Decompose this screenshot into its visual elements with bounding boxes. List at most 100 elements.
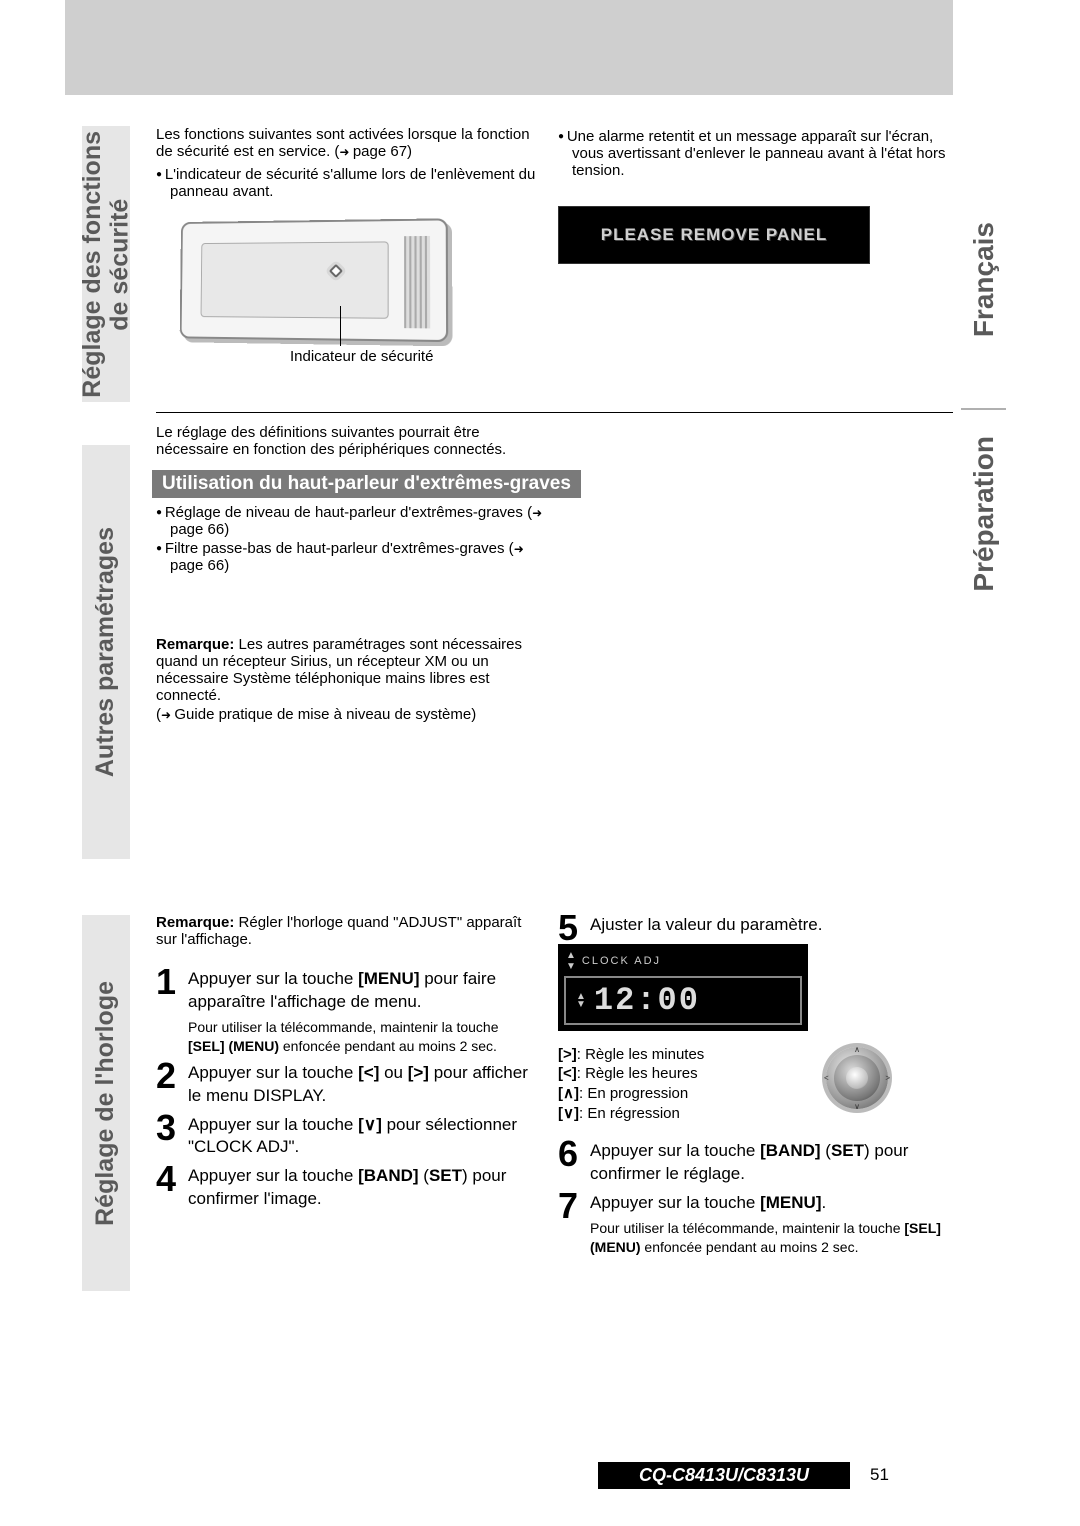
security-left-col: Les fonctions suivantes sont activées lo… bbox=[156, 126, 536, 200]
legend-up: [∧]: En progression bbox=[558, 1084, 953, 1102]
s7a: Appuyer sur la touche bbox=[590, 1193, 760, 1212]
k1b: : Règle les minutes bbox=[577, 1046, 705, 1063]
other-bullets: Réglage de niveau de haut-parleur d'extr… bbox=[156, 502, 551, 574]
step-6: 6 Appuyer sur la touche [BAND] (SET) pou… bbox=[558, 1140, 953, 1186]
s2b: [<] bbox=[358, 1063, 379, 1082]
step-1-sub: Pour utiliser la télécommande, maintenir… bbox=[188, 1018, 536, 1056]
arrow-icon: ➜ bbox=[161, 708, 174, 722]
step-7-body: Appuyer sur la touche [MENU]. Pour utili… bbox=[590, 1192, 953, 1257]
k3a: [∧] bbox=[558, 1085, 579, 1102]
step-7-sub: Pour utiliser la télécommande, maintenir… bbox=[590, 1219, 953, 1257]
other-b1-text: Réglage de niveau de haut-parleur d'extr… bbox=[165, 504, 532, 521]
other-note-ref-row: (➜ Guide pratique de mise à niveau de sy… bbox=[156, 706, 551, 723]
k1a: [>] bbox=[558, 1046, 577, 1063]
step-1: 1 Appuyer sur la touche [MENU] pour fair… bbox=[156, 968, 536, 1056]
step-1-body: Appuyer sur la touche [MENU] pour faire … bbox=[188, 968, 536, 1056]
k4a: [∨] bbox=[558, 1105, 579, 1122]
arrow-icon: ➜ bbox=[339, 145, 352, 159]
arrow-icon: ➜ bbox=[514, 542, 524, 556]
lcd-clock-title: CLOCK ADJ bbox=[582, 955, 661, 967]
k2a: [<] bbox=[558, 1065, 577, 1082]
step-num-4: 4 bbox=[156, 1161, 184, 1197]
step-2-body: Appuyer sur la touche [<] ou [>] pour af… bbox=[188, 1062, 536, 1108]
s2a: Appuyer sur la touche bbox=[188, 1063, 358, 1082]
other-b2-text: Filtre passe-bas de haut-parleur d'extrê… bbox=[165, 540, 514, 557]
step-6-body: Appuyer sur la touche [BAND] (SET) pour … bbox=[590, 1140, 953, 1186]
security-bullet-1: L'indicateur de sécurité s'allume lors d… bbox=[156, 166, 536, 200]
key-legend: [>]: Règle les minutes [<]: Règle les he… bbox=[558, 1044, 953, 1124]
s4b: [BAND] bbox=[358, 1166, 418, 1185]
s2c: ou bbox=[379, 1063, 407, 1082]
k3b: : En progression bbox=[579, 1085, 688, 1102]
step-num-1: 1 bbox=[156, 964, 184, 1000]
s6c: ( bbox=[821, 1141, 831, 1160]
lcd-clock-main: ▲▼ 12:00 bbox=[564, 976, 802, 1025]
other-b1-ref: page 66) bbox=[170, 521, 229, 538]
right-label-divider bbox=[961, 408, 1006, 410]
clock-note-label: Remarque: bbox=[156, 914, 234, 931]
step-4: 4 Appuyer sur la touche [BAND] (SET) pou… bbox=[156, 1165, 536, 1211]
language-label: Français bbox=[968, 222, 1000, 337]
section-label-other: Autres paramétrages bbox=[82, 445, 130, 859]
step-num-5: 5 bbox=[558, 910, 586, 946]
s7b: [MENU] bbox=[760, 1193, 821, 1212]
subwoofer-heading: Utilisation du haut-parleur d'extrêmes-g… bbox=[152, 470, 581, 498]
page-number: 51 bbox=[870, 1465, 889, 1485]
clock-steps-67: 6 Appuyer sur la touche [BAND] (SET) pou… bbox=[558, 1140, 953, 1263]
s3a: Appuyer sur la touche bbox=[188, 1115, 358, 1134]
other-bullet-2: Filtre passe-bas de haut-parleur d'extrê… bbox=[156, 540, 551, 574]
lcd-remove-panel: PLEASE REMOVE PANEL bbox=[558, 206, 870, 264]
step-5: 5 Ajuster la valeur du paramètre. bbox=[558, 914, 953, 946]
legend-left: [<]: Règle les heures bbox=[558, 1065, 953, 1082]
arrow-icon: ➜ bbox=[532, 506, 542, 520]
s1s3: enfoncée pendant au moins 2 sec. bbox=[279, 1038, 497, 1054]
panel-illustration bbox=[180, 218, 449, 342]
section-label-security: Réglage des fonctions de sécurité bbox=[82, 126, 130, 402]
other-intro: Le réglage des définitions suivantes pou… bbox=[156, 424, 551, 458]
s7s1: Pour utiliser la télécommande, maintenir… bbox=[590, 1220, 904, 1236]
s6b: [BAND] bbox=[760, 1141, 820, 1160]
clock-left-note: Remarque: Régler l'horloge quand "ADJUST… bbox=[156, 914, 536, 948]
indicator-caption: Indicateur de sécurité bbox=[290, 348, 433, 365]
step-num-2: 2 bbox=[156, 1058, 184, 1094]
section-divider-1 bbox=[156, 412, 953, 413]
indicator-pointer-line bbox=[340, 306, 341, 346]
step-num-7: 7 bbox=[558, 1188, 586, 1224]
other-b2-ref: page 66) bbox=[170, 557, 229, 574]
s1a: Appuyer sur la touche bbox=[188, 969, 358, 988]
step-3: 3 Appuyer sur la touche [∨] pour sélecti… bbox=[156, 1114, 536, 1160]
k4b: : En régression bbox=[579, 1105, 680, 1122]
s7c: . bbox=[822, 1193, 827, 1212]
step-num-3: 3 bbox=[156, 1110, 184, 1146]
s4a: Appuyer sur la touche bbox=[188, 1166, 358, 1185]
s2d: [>] bbox=[408, 1063, 429, 1082]
s1s2: [SEL] (MENU) bbox=[188, 1038, 279, 1054]
preparation-label: Préparation bbox=[968, 436, 1000, 592]
s6d: SET bbox=[831, 1141, 864, 1160]
lcd-clock-time: 12:00 bbox=[594, 982, 700, 1019]
step-7: 7 Appuyer sur la touche [MENU]. Pour uti… bbox=[558, 1192, 953, 1257]
section-label-clock: Réglage de l'horloge bbox=[82, 915, 130, 1291]
step-2: 2 Appuyer sur la touche [<] ou [>] pour … bbox=[156, 1062, 536, 1108]
panel-inner bbox=[201, 241, 389, 318]
page-footer: CQ-C8413U/C8313U 51 bbox=[0, 1460, 1080, 1490]
s4d: SET bbox=[429, 1166, 462, 1185]
s1b: [MENU] bbox=[358, 969, 419, 988]
step-3-body: Appuyer sur la touche [∨] pour sélection… bbox=[188, 1114, 536, 1160]
label-text-security: Réglage des fonctions de sécurité bbox=[79, 131, 134, 398]
other-bullet-1: Réglage de niveau de haut-parleur d'extr… bbox=[156, 504, 551, 538]
lcd-clock: ▲▼ CLOCK ADJ ▲▼ 12:00 bbox=[558, 944, 808, 1031]
other-note-ref: Guide pratique de mise à niveau de systè… bbox=[174, 706, 476, 723]
security-right-col: Une alarme retentit et un message appara… bbox=[558, 126, 953, 179]
s4c: ( bbox=[419, 1166, 429, 1185]
k2b: : Règle les heures bbox=[577, 1065, 698, 1082]
other-note: Remarque: Les autres paramétrages sont n… bbox=[156, 636, 551, 723]
s6a: Appuyer sur la touche bbox=[590, 1141, 760, 1160]
lcd-clock-header: ▲▼ CLOCK ADJ bbox=[562, 948, 804, 974]
security-intro-ref: page 67) bbox=[353, 143, 412, 160]
updown-icon: ▲▼ bbox=[576, 993, 586, 1009]
step-5-body: Ajuster la valeur du paramètre. bbox=[590, 914, 953, 937]
s1s1: Pour utiliser la télécommande, maintenir… bbox=[188, 1019, 499, 1035]
step-4-body: Appuyer sur la touche [BAND] (SET) pour … bbox=[188, 1165, 536, 1211]
dial-icon: ∧ ∨ < > bbox=[826, 1047, 888, 1109]
